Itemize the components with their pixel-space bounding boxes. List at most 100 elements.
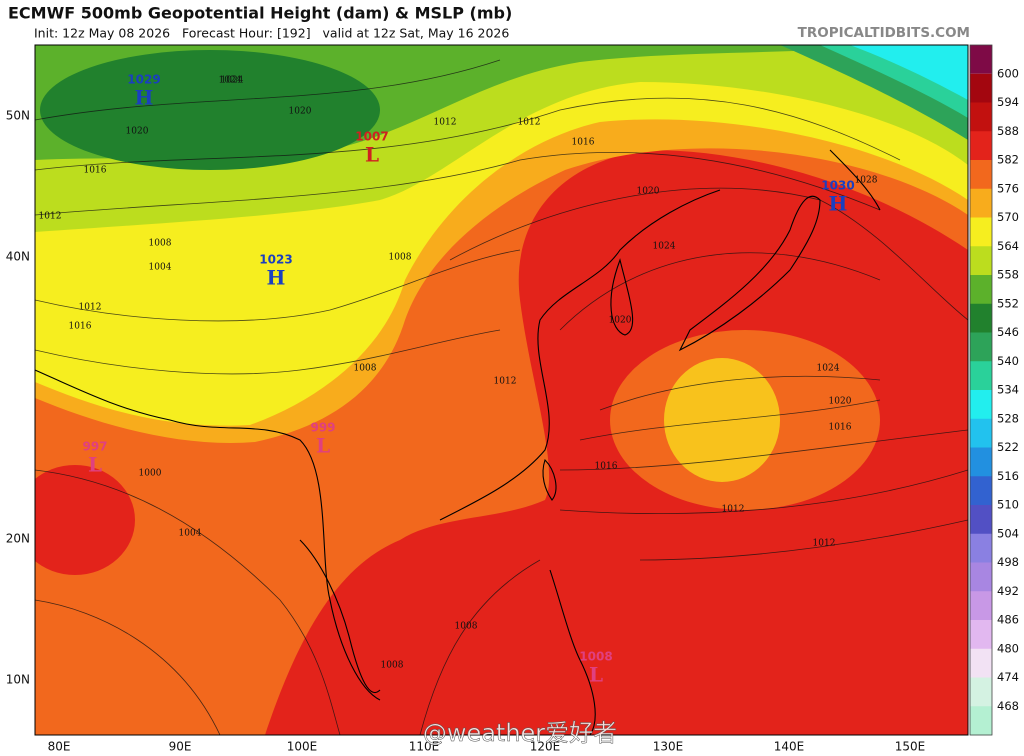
isobar-label: 1012 [518, 118, 541, 128]
center-letter: L [316, 434, 330, 458]
colorbar-swatch [970, 447, 992, 477]
isobar-label: 1008 [455, 622, 478, 632]
site-credit: TROPICALTIDBITS.COM [798, 25, 970, 41]
isobar-label: 1028 [855, 176, 878, 186]
colorbar-label: 558 [997, 268, 1019, 282]
isobar-label: 1000 [139, 469, 162, 479]
lon-label: 90E [169, 740, 192, 754]
colorbar-swatch [970, 332, 992, 362]
isobar-label: 1024 [653, 242, 676, 252]
watermark: @weather爱好者 [423, 719, 617, 747]
colorbar-swatch [970, 160, 992, 190]
isobar-label: 1008 [149, 239, 172, 249]
lon-label: 130E [653, 740, 684, 754]
colorbar-label: 546 [997, 325, 1019, 339]
isobar-label: 1008 [354, 364, 377, 374]
isobar-label: 1008 [381, 661, 404, 671]
colorbar-swatch [970, 45, 992, 74]
colorbar-swatch [970, 505, 992, 535]
isobar-label: 1024 [221, 76, 244, 86]
colorbar-swatch [970, 73, 992, 103]
title: ECMWF 500mb Geopotential Height (dam) & … [8, 4, 512, 23]
map-frame [34, 44, 969, 736]
isobar-label: 1012 [39, 212, 62, 222]
lat-label: 50N [6, 109, 30, 123]
height-552 [40, 50, 380, 170]
colorbar-label: 468 [997, 699, 1019, 713]
isobar-label: 1016 [829, 423, 852, 433]
center-letter: H [829, 192, 848, 216]
center-letter: H [135, 86, 154, 110]
colorbar-swatch [970, 361, 992, 391]
isobar-label: 1020 [637, 187, 660, 197]
colorbar-label: 516 [997, 469, 1019, 483]
center-value: 1030 [821, 179, 854, 193]
isobar-label: 1008 [389, 253, 412, 263]
colorbar: 600 594 588 582 576 570 564 558 552 546 540 534 528 5… [969, 44, 1019, 736]
colorbar-swatch [970, 620, 992, 650]
center-letter: L [88, 453, 102, 477]
colorbar-swatch [970, 303, 992, 333]
colorbar-label: 576 [997, 181, 1019, 195]
lat-label: 10N [6, 673, 30, 687]
colorbar-swatch [970, 188, 992, 218]
isobar-label: 1016 [572, 138, 595, 148]
isobar-label: 1024 [219, 76, 242, 86]
isobar-label: 1012 [79, 303, 102, 313]
lon-label: 150E [895, 740, 926, 754]
height-534 [850, 45, 968, 100]
lon-label: 120E [530, 740, 561, 754]
map [35, 45, 968, 735]
center-value: 999 [310, 421, 335, 435]
isobar-label: 1016 [69, 322, 92, 332]
isobar-label: 1024 [817, 364, 840, 374]
colorbar-label: 504 [997, 526, 1019, 540]
colorbar-label: 498 [997, 555, 1019, 569]
colorbar-swatch [970, 217, 992, 247]
height-588 [35, 465, 135, 575]
center-letter: H [267, 266, 286, 290]
colorbar-label: 594 [997, 95, 1019, 109]
colorbar-swatch [970, 246, 992, 276]
colorbar-swatch [970, 102, 992, 132]
colorbar-frame [969, 44, 993, 736]
isobar-label: 1004 [149, 263, 172, 273]
colorbar-label: 600 [997, 66, 1019, 80]
coastlines [35, 149, 881, 735]
isobar-label: 1020 [289, 107, 312, 117]
center-letter: L [589, 663, 603, 687]
height-576 [664, 358, 780, 482]
colorbar-swatch [970, 648, 992, 678]
colorbar-swatch [970, 476, 992, 506]
lat-label: 40N [6, 250, 30, 264]
isobar-label: 1004 [179, 529, 202, 539]
lon-label: 140E [774, 740, 805, 754]
colorbar-label: 588 [997, 124, 1019, 138]
colorbar-label: 474 [997, 670, 1019, 684]
isobar-label: 1016 [84, 166, 107, 176]
colorbar-label: 522 [997, 440, 1019, 454]
lon-label: 80E [48, 740, 71, 754]
isobar-label: 1020 [126, 127, 149, 137]
colorbar-swatch [970, 591, 992, 621]
colorbar-swatch [970, 677, 992, 707]
isobar-label: 1020 [829, 397, 852, 407]
isobar-label: 1016 [595, 462, 618, 472]
lon-label: 100E [287, 740, 318, 754]
colorbar-swatch [970, 533, 992, 563]
isobars [35, 59, 968, 735]
colorbar-label: 510 [997, 498, 1019, 512]
isobar-label: 1012 [722, 505, 745, 515]
colorbar-swatch [970, 275, 992, 305]
colorbar-label: 582 [997, 153, 1019, 167]
colorbar-label: 570 [997, 210, 1019, 224]
isobar-label: 1020 [609, 316, 632, 326]
center-value: 997 [82, 440, 107, 454]
colorbar-label: 564 [997, 239, 1019, 253]
colorbar-label: 528 [997, 411, 1019, 425]
isobar-label: 1012 [434, 118, 457, 128]
colorbar-label: 540 [997, 354, 1019, 368]
colorbar-label: 480 [997, 641, 1019, 655]
lat-label: 20N [6, 532, 30, 546]
